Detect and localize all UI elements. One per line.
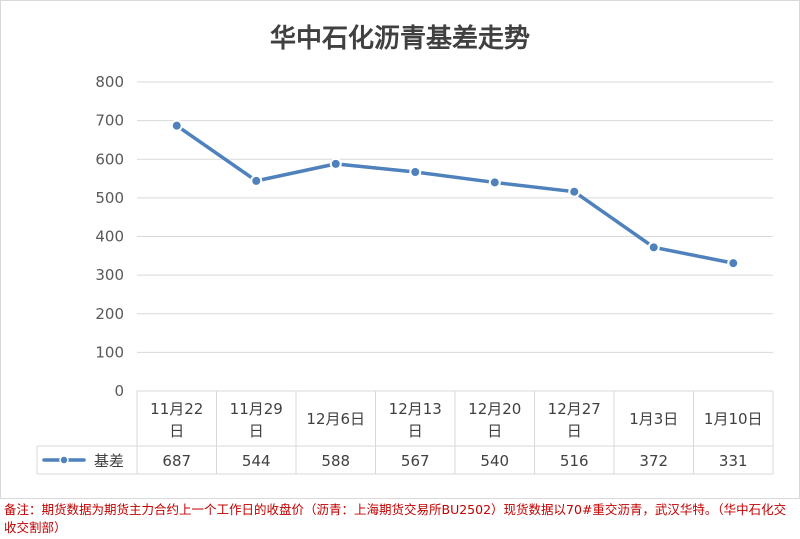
y-tick-label: 600 <box>95 150 124 168</box>
table-value: 372 <box>639 452 668 470</box>
data-point <box>727 257 740 270</box>
y-tick-label: 200 <box>95 305 124 323</box>
x-category-label: 12月27 日 <box>548 400 601 440</box>
table-value: 331 <box>719 452 748 470</box>
y-tick-label: 0 <box>114 382 124 400</box>
legend-label: 基差 <box>94 452 124 470</box>
table-value: 567 <box>401 452 430 470</box>
y-tick-label: 300 <box>95 266 124 284</box>
x-category-label: 11月22 日 <box>150 400 203 440</box>
table-value: 687 <box>162 452 191 470</box>
data-point <box>170 119 183 132</box>
series-line <box>175 123 735 265</box>
data-point <box>568 185 581 198</box>
table-value: 544 <box>242 452 271 470</box>
data-point <box>488 176 501 189</box>
x-category-label: 12月6日 <box>306 410 365 428</box>
y-tick-label: 800 <box>95 73 124 91</box>
data-point <box>647 241 660 254</box>
table-value: 516 <box>560 452 589 470</box>
x-category-label: 1月3日 <box>629 410 678 428</box>
y-tick-label: 100 <box>95 343 124 361</box>
line-chart: 0 100 200 300 400 500 600 700 800 11月22 日 11月29 日 12月… <box>36 73 774 475</box>
chart-title: 华中石化沥青基差走势 <box>269 24 530 54</box>
data-point <box>409 165 422 178</box>
footnote: 备注：期货数据为期货主力合约上一个工作日的收盘价（沥青：上海期货交易所BU250… <box>4 502 787 535</box>
y-tick-label: 500 <box>95 189 124 207</box>
data-point <box>329 157 342 170</box>
table-value: 540 <box>480 452 509 470</box>
data-point <box>250 174 263 187</box>
x-category-label: 12月20 日 <box>468 400 521 440</box>
x-category-label: 11月29 日 <box>230 400 283 440</box>
y-tick-label: 700 <box>95 112 124 130</box>
x-category-label: 12月13 日 <box>389 400 442 440</box>
y-tick-label: 400 <box>95 228 124 246</box>
legend-marker <box>59 455 69 465</box>
table-value: 588 <box>321 452 350 470</box>
x-category-label: 1月10日 <box>704 410 763 428</box>
